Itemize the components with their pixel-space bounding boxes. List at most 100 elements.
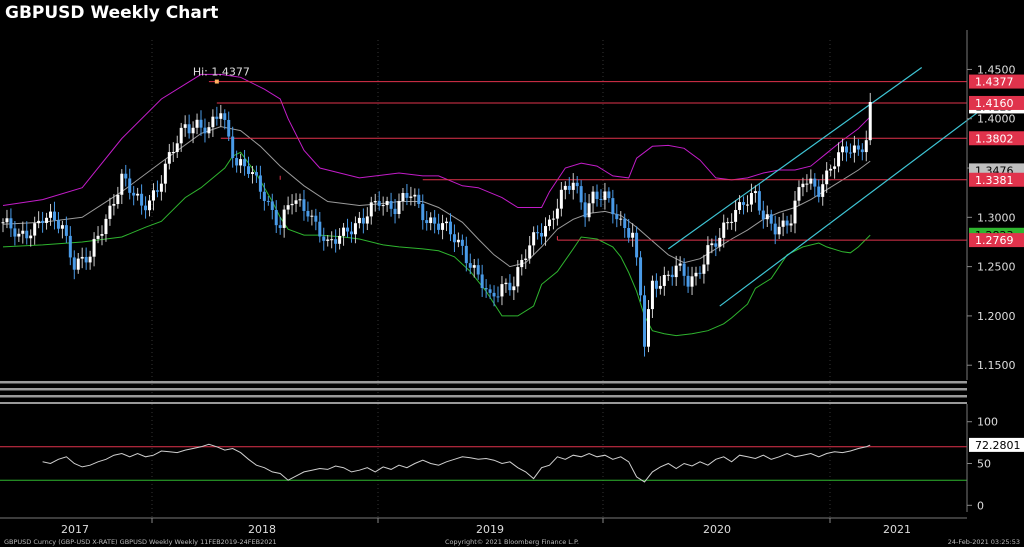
candle-down <box>266 200 270 202</box>
candle-down <box>247 166 251 174</box>
candle-up <box>80 256 84 259</box>
candle-up <box>702 264 706 274</box>
candle-down <box>698 272 702 274</box>
candle-down <box>64 225 68 236</box>
candle-up <box>631 232 635 238</box>
year-label: 2017 <box>61 523 89 536</box>
candle-up <box>544 226 548 237</box>
price-tick-label: 1.4000 <box>977 113 1016 126</box>
candle-up <box>49 211 53 218</box>
year-dividers <box>151 40 831 520</box>
candle-up <box>734 209 738 222</box>
candle-down <box>405 192 409 198</box>
candle-down <box>635 232 639 258</box>
rsi-panel <box>0 443 967 483</box>
candle-up <box>108 205 112 219</box>
candle-down <box>199 119 203 128</box>
footer: GBPUSD Curncy (GBP-USD X-RATE) GBPUSD We… <box>0 537 1024 547</box>
candle-down <box>231 136 235 158</box>
candle-down <box>623 218 627 229</box>
candle-down <box>464 245 468 264</box>
candle-up <box>749 193 753 205</box>
candle-up <box>191 127 195 134</box>
rsi-line <box>42 443 871 483</box>
candle-up <box>666 274 670 276</box>
candle-up <box>5 218 9 223</box>
candle-up <box>809 178 813 184</box>
candle-up <box>298 199 302 201</box>
candle-down <box>389 201 393 209</box>
candle-down <box>425 220 429 224</box>
candle-up <box>706 245 710 265</box>
candle-up <box>151 190 155 201</box>
candle-up <box>373 201 377 203</box>
level-badge-bg <box>969 95 1024 110</box>
candle-up <box>17 233 21 237</box>
candle-up <box>852 145 856 153</box>
candle-up <box>587 203 591 218</box>
candle-up <box>619 218 623 220</box>
candle-down <box>278 225 282 228</box>
candle-up <box>239 159 243 166</box>
candle-up <box>555 208 559 219</box>
candle-down <box>84 256 88 263</box>
candle-up <box>868 102 872 141</box>
level-badge: 1.3381 <box>975 174 1014 187</box>
candle-up <box>551 218 555 220</box>
candle-up <box>726 222 730 224</box>
candle-down <box>757 191 761 211</box>
annotations: Hi: 1.4377 <box>193 66 250 84</box>
candle-down <box>813 178 817 187</box>
candle-up <box>290 203 294 206</box>
candle-down <box>448 221 452 235</box>
candle-down <box>848 152 852 154</box>
candle-up <box>765 214 769 220</box>
candle-up <box>718 237 722 247</box>
candle-up <box>829 168 833 171</box>
candle-up <box>603 191 607 200</box>
resistance-levels <box>208 81 967 241</box>
candle-down <box>484 288 488 290</box>
candle-up <box>76 258 80 270</box>
level-badge: 1.4160 <box>975 97 1014 110</box>
channel-line <box>719 112 978 307</box>
candle-up <box>179 127 183 144</box>
candle-up <box>789 223 793 226</box>
candle-up <box>338 235 342 244</box>
candle-up <box>29 235 33 239</box>
candle-up <box>96 235 100 239</box>
price-tick-label: 1.4500 <box>977 63 1016 76</box>
candle-up <box>60 225 64 229</box>
candle-up <box>88 256 92 263</box>
candle-up <box>837 152 841 167</box>
candle-up <box>381 205 385 207</box>
rsi-tick-label: 50 <box>977 458 991 471</box>
candle-up <box>45 217 49 223</box>
candle-up <box>413 194 417 197</box>
year-label: 2018 <box>248 523 276 536</box>
candle-up <box>219 113 223 119</box>
candle-down <box>686 275 690 287</box>
level-badge-bg <box>969 233 1024 248</box>
candle-down <box>856 145 860 150</box>
candle-down <box>714 243 718 247</box>
candle-up <box>674 265 678 278</box>
level-badge: 1.2769 <box>975 234 1014 247</box>
candle-up <box>472 265 476 268</box>
candle-up <box>591 191 595 204</box>
candle-down <box>52 211 56 221</box>
candle-down <box>654 280 658 289</box>
candle-up <box>445 221 449 224</box>
candle-up <box>730 221 734 223</box>
candle-down <box>468 263 472 268</box>
candle-up <box>801 183 805 188</box>
candle-down <box>643 295 647 347</box>
candle-down <box>155 190 159 192</box>
candle-down <box>492 292 496 297</box>
candle-down <box>844 146 848 153</box>
candle-up <box>864 140 868 153</box>
candle-down <box>599 198 603 200</box>
candle-down <box>68 235 72 258</box>
candle-down <box>540 232 544 237</box>
candle-up <box>516 267 520 287</box>
